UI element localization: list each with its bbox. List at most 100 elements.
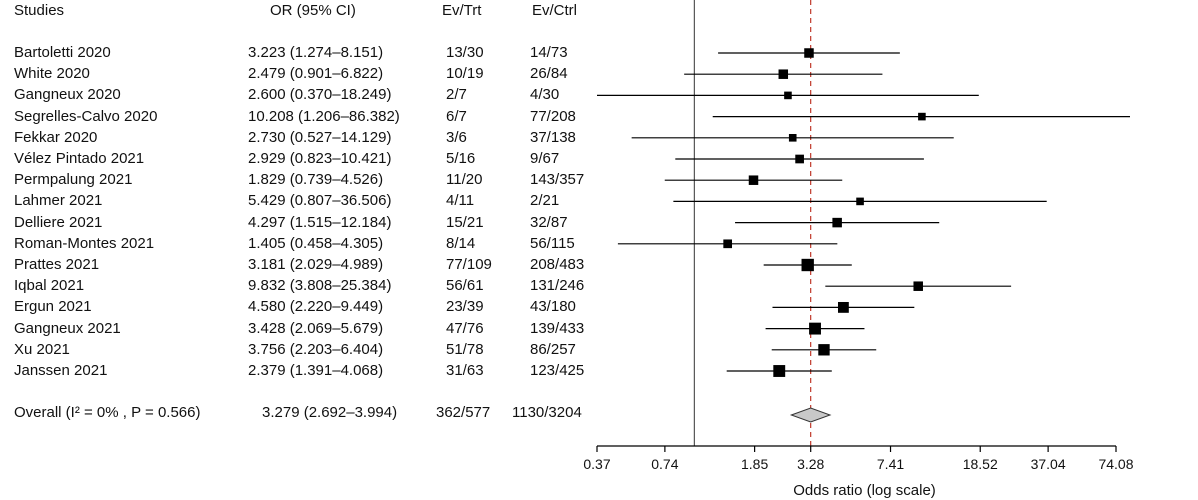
row-study-name: Roman-Montes 2021 <box>14 234 155 252</box>
study-marker <box>837 301 849 313</box>
header-studies: Studies <box>14 2 65 19</box>
row-ev-ctrl: 32/87 <box>530 213 568 231</box>
row-ev-trt: 2/7 <box>446 86 467 104</box>
row-ev-trt: 15/21 <box>446 213 484 231</box>
row-or-ci: 2.600 (0.370–18.249) <box>248 86 392 104</box>
row-or-ci: 3.428 (2.069–5.679) <box>248 319 384 337</box>
study-marker <box>773 365 786 377</box>
row-ev-trt: 13/30 <box>446 44 484 61</box>
x-tick-label: 74.08 <box>1098 456 1133 472</box>
x-tick-label: 0.37 <box>583 456 610 472</box>
row-study-name: White 2020 <box>14 65 90 83</box>
row-ev-trt: 23/39 <box>446 298 484 316</box>
x-tick-label: 7.41 <box>877 456 904 472</box>
row-study-name: Bartoletti 2020 <box>14 44 111 61</box>
x-tick-label: 18.52 <box>963 456 998 472</box>
overall-ev-trt: 362/577 <box>436 404 491 421</box>
x-tick-label: 3.28 <box>797 456 824 472</box>
row-or-ci: 2.929 (0.823–10.421) <box>248 150 392 167</box>
row-ev-trt: 31/63 <box>446 362 484 379</box>
study-marker <box>795 154 804 164</box>
row-study-name: Prattes 2021 <box>14 256 100 273</box>
overall-diamond <box>789 407 832 423</box>
study-marker <box>748 175 759 185</box>
study-marker <box>913 281 923 291</box>
row-or-ci: 1.829 (0.739–4.526) <box>248 171 384 189</box>
row-ev-trt: 56/61 <box>446 277 484 295</box>
study-marker <box>804 48 814 58</box>
row-ev-trt: 51/78 <box>446 340 484 358</box>
header-or-ci: OR (95% CI) <box>270 2 356 19</box>
row-ev-trt: 77/109 <box>446 256 492 273</box>
overall-or-ci: 3.279 (2.692–3.994) <box>262 404 398 421</box>
row-study-name: Ergun 2021 <box>14 298 92 316</box>
row-or-ci: 10.208 (1.206–86.382) <box>248 107 400 125</box>
row-or-ci: 2.379 (1.391–4.068) <box>248 362 384 379</box>
row-ev-ctrl: 26/84 <box>530 65 568 83</box>
row-or-ci: 5.429 (0.807–36.506) <box>248 192 392 210</box>
row-ev-ctrl: 56/115 <box>530 234 575 252</box>
row-ev-ctrl: 139/433 <box>530 319 585 337</box>
row-or-ci: 3.181 (2.029–4.989) <box>248 256 384 273</box>
row-or-ci: 4.580 (2.220–9.449) <box>248 298 384 316</box>
row-study-name: Janssen 2021 <box>14 362 108 379</box>
row-ev-trt: 10/19 <box>446 65 484 83</box>
row-or-ci: 3.223 (1.274–8.151) <box>248 44 384 61</box>
row-ev-ctrl: 43/180 <box>530 298 576 316</box>
study-marker <box>832 217 842 228</box>
row-or-ci: 2.479 (0.901–6.822) <box>248 65 384 83</box>
x-tick-label: 1.85 <box>741 456 768 472</box>
row-ev-ctrl: 2/21 <box>530 192 560 210</box>
row-ev-trt: 8/14 <box>446 234 476 252</box>
row-study-name: Iqbal 2021 <box>14 277 85 295</box>
row-ev-trt: 11/20 <box>446 171 483 189</box>
study-marker <box>778 69 789 79</box>
row-ev-ctrl: 4/30 <box>530 86 560 104</box>
row-study-name: Vélez Pintado 2021 <box>14 150 145 167</box>
row-study-name: Xu 2021 <box>14 340 70 358</box>
study-marker <box>788 134 797 142</box>
row-ev-ctrl: 143/357 <box>530 171 585 189</box>
row-study-name: Delliere 2021 <box>14 213 103 231</box>
row-ev-trt: 4/11 <box>446 192 475 210</box>
x-tick-label: 37.04 <box>1031 456 1066 472</box>
study-marker <box>723 239 733 249</box>
overall-label-text: Overall (I² = 0% , P = 0.566) <box>14 404 201 421</box>
study-marker <box>918 112 926 121</box>
row-ev-trt: 5/16 <box>446 150 476 167</box>
row-or-ci: 2.730 (0.527–14.129) <box>248 128 392 146</box>
row-or-ci: 9.832 (3.808–25.384) <box>248 277 392 295</box>
row-ev-ctrl: 86/257 <box>530 340 576 358</box>
row-ev-ctrl: 9/67 <box>530 150 560 167</box>
row-or-ci: 4.297 (1.515–12.184) <box>248 213 392 231</box>
header-ev-trt: Ev/Trt <box>442 2 482 19</box>
study-marker <box>818 344 830 356</box>
row-study-name: Gangneux 2021 <box>14 319 121 337</box>
row-or-ci: 1.405 (0.458–4.305) <box>248 234 384 252</box>
study-marker <box>784 91 792 100</box>
row-ev-ctrl: 123/425 <box>530 362 585 379</box>
study-marker <box>856 197 864 206</box>
row-ev-ctrl: 37/138 <box>530 128 576 146</box>
x-tick-label: 0.74 <box>651 456 678 472</box>
row-ev-ctrl: 77/208 <box>530 107 576 125</box>
row-study-name: Segrelles-Calvo 2020 <box>14 107 158 125</box>
overall-label: Overall (I² = 0% , P = 0.566) <box>14 404 200 422</box>
row-ev-trt: 3/6 <box>446 128 467 146</box>
header-ev-ctrl: Ev/Ctrl <box>532 2 577 19</box>
row-ev-trt: 6/7 <box>446 107 467 125</box>
study-marker <box>801 258 814 272</box>
row-study-name: Permpalung 2021 <box>14 171 133 189</box>
row-ev-ctrl: 131/246 <box>530 277 585 295</box>
row-ev-ctrl: 14/73 <box>530 44 568 61</box>
row-ev-ctrl: 208/483 <box>530 256 585 273</box>
row-ev-trt: 47/76 <box>446 319 484 337</box>
row-or-ci: 3.756 (2.203–6.404) <box>248 340 384 358</box>
row-study-name: Lahmer 2021 <box>14 192 103 210</box>
study-marker <box>809 322 821 335</box>
row-study-name: Gangneux 2020 <box>14 86 121 104</box>
overall-ev-ctrl: 1130/3204 <box>512 404 582 421</box>
x-axis-label: Odds ratio (log scale) <box>793 482 936 499</box>
row-study-name: Fekkar 2020 <box>14 128 98 146</box>
